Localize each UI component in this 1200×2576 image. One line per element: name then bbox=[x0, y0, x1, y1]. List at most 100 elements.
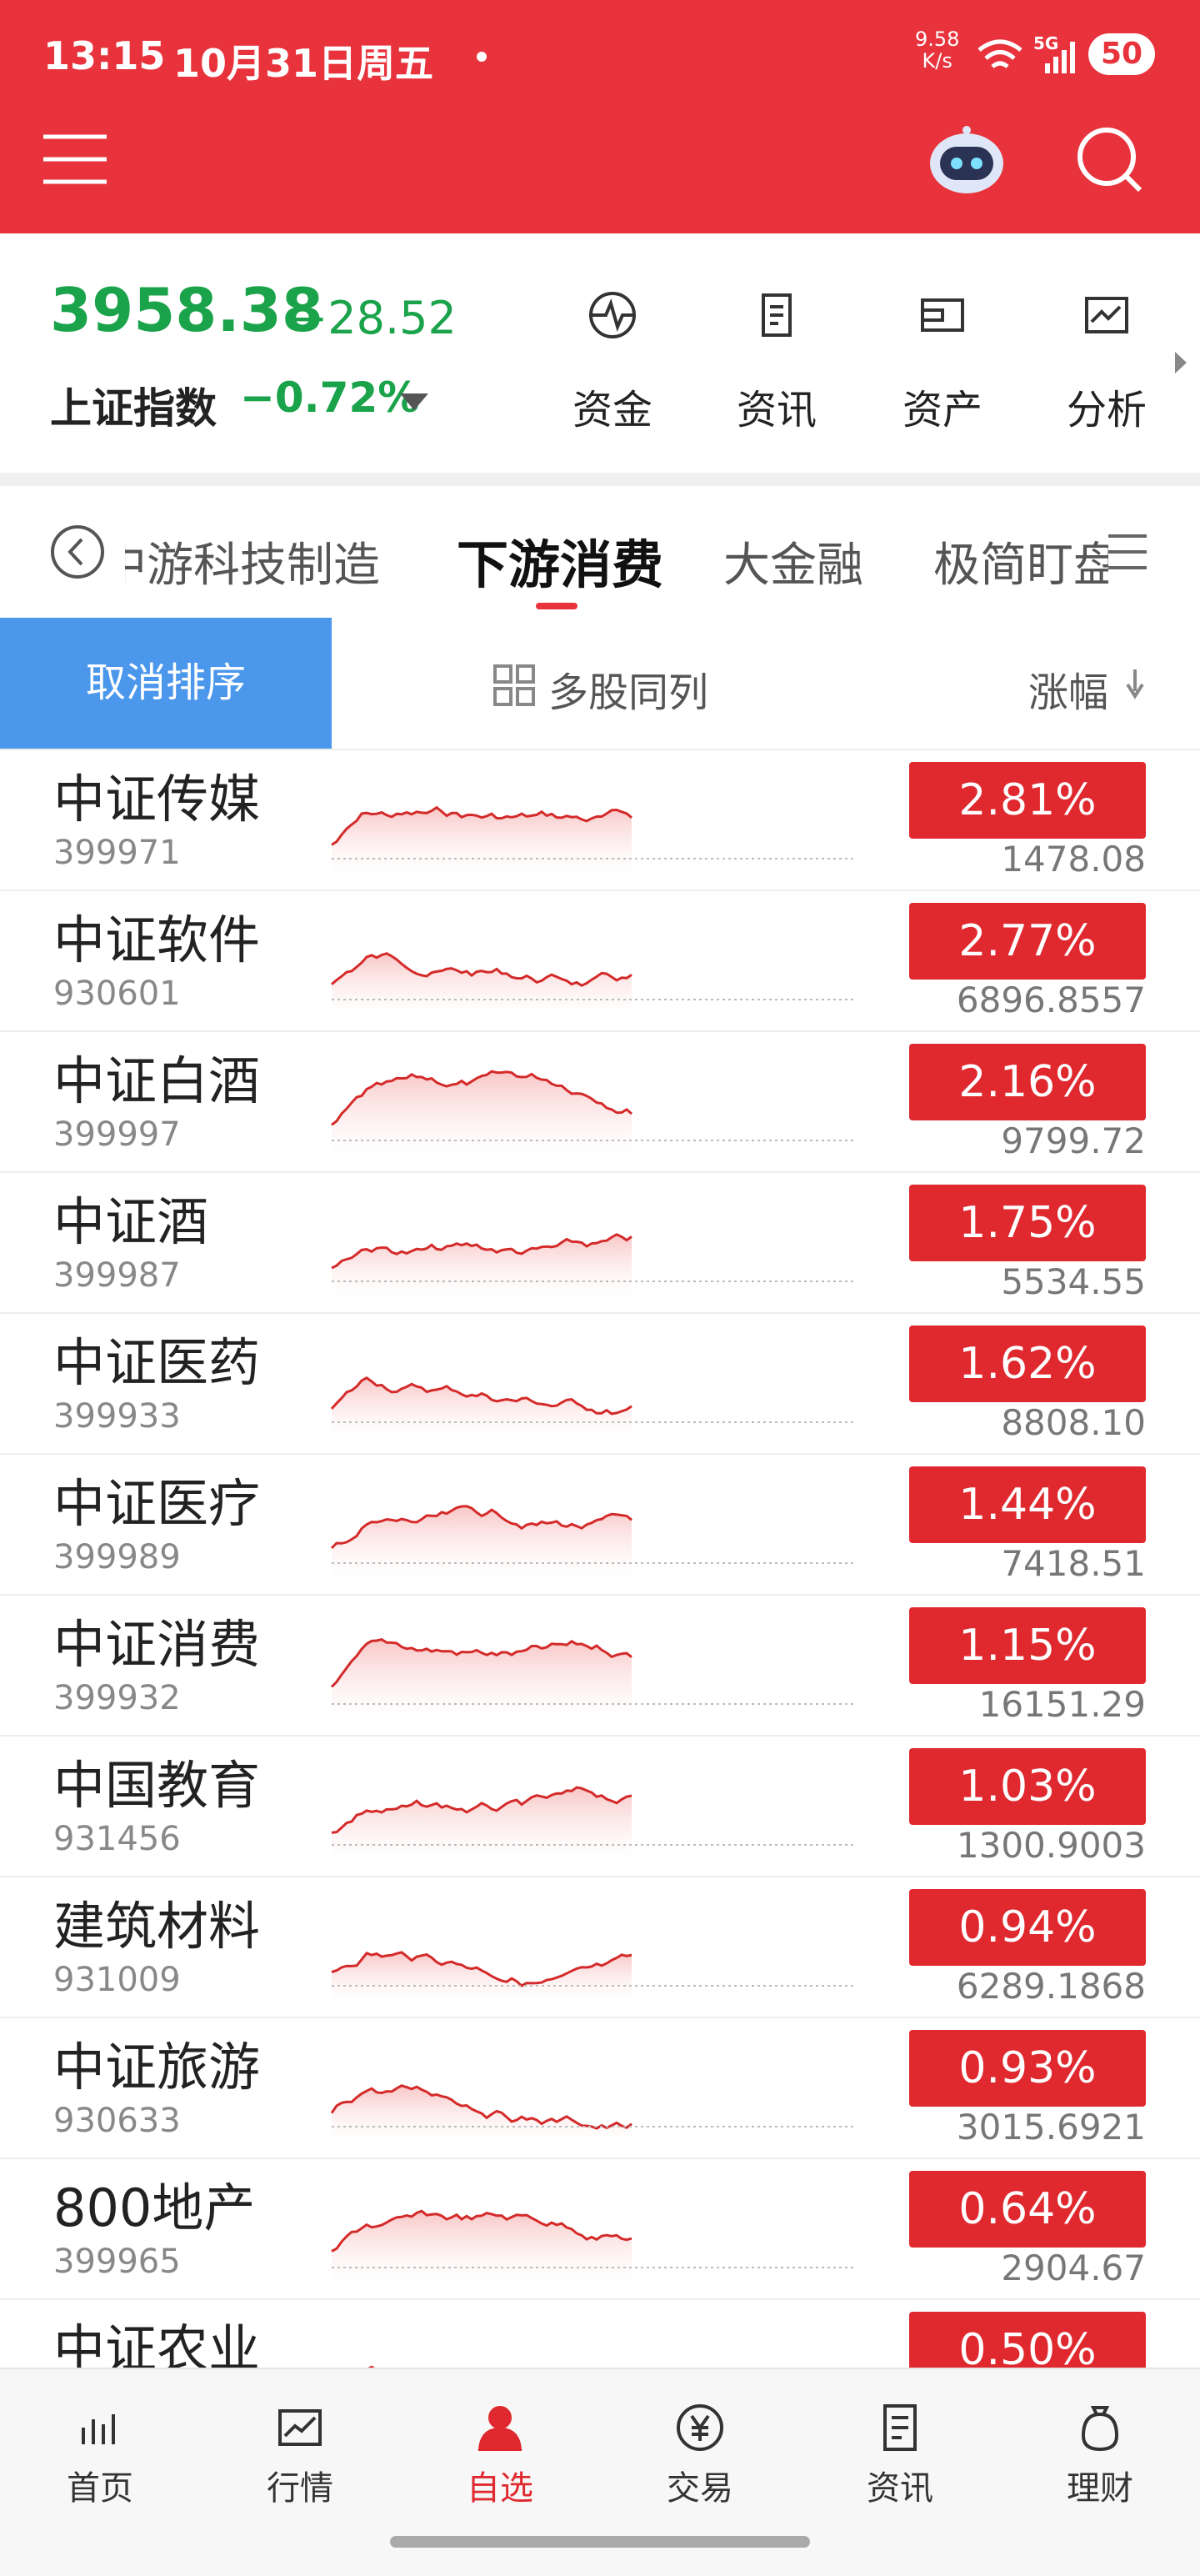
shortcut-label[interactable]: 资金 bbox=[572, 387, 652, 434]
assistant-button[interactable] bbox=[927, 125, 1007, 197]
search-button[interactable] bbox=[1075, 125, 1145, 195]
change-badge: 0.94% bbox=[909, 1889, 1146, 1966]
row-name: 中证传媒 bbox=[53, 769, 261, 829]
sparkline bbox=[331, 1786, 855, 1860]
shortcut-icon[interactable] bbox=[918, 290, 968, 340]
row-price: 9799.72 bbox=[1001, 1120, 1146, 1161]
row-price: 6289.1868 bbox=[956, 1966, 1146, 2007]
row-price: 16151.29 bbox=[978, 1684, 1146, 1725]
row-name: 中证软件 bbox=[53, 910, 261, 970]
list-row[interactable]: 中证农业 0.50% bbox=[0, 2298, 1200, 2368]
shortcut-icon[interactable] bbox=[588, 290, 638, 340]
index-list: 中证传媒 399971 2.81% 1478.08 中证软件 930601 2.77% 689… bbox=[0, 749, 1200, 2368]
row-price: 7418.51 bbox=[1001, 1543, 1146, 1584]
row-price: 8808.10 bbox=[1001, 1402, 1146, 1443]
nav-icon[interactable] bbox=[675, 2403, 725, 2453]
nav-label[interactable]: 资讯 bbox=[867, 2469, 933, 2508]
row-code: 930633 bbox=[53, 2102, 181, 2140]
row-code: 399965 bbox=[53, 2243, 181, 2281]
change-badge: 2.81% bbox=[909, 762, 1146, 839]
sparkline bbox=[331, 805, 855, 874]
list-row[interactable]: 中国教育 931456 1.03% 1300.9003 bbox=[0, 1735, 1200, 1877]
row-price: 3015.6921 bbox=[956, 2107, 1146, 2148]
index-change: −28.52 bbox=[290, 292, 457, 344]
list-row[interactable]: 中证消费 399932 1.15% 16151.29 bbox=[0, 1594, 1200, 1737]
menu-button[interactable] bbox=[43, 133, 107, 185]
shortcut-icon[interactable] bbox=[1082, 290, 1132, 340]
nav-icon[interactable] bbox=[1075, 2403, 1125, 2453]
sort-column[interactable]: 涨幅 bbox=[1028, 669, 1109, 716]
row-price: 1300.9003 bbox=[956, 1825, 1146, 1866]
nav-label[interactable]: 理财 bbox=[1067, 2469, 1133, 2508]
sparkline bbox=[331, 1233, 855, 1296]
row-code: 399971 bbox=[53, 834, 181, 872]
index-change-pct: −0.72% bbox=[240, 373, 420, 422]
nav-label[interactable]: 交易 bbox=[667, 2469, 733, 2508]
list-row[interactable]: 中证医药 399933 1.62% 8808.10 bbox=[0, 1312, 1200, 1455]
shortcut-label[interactable]: 分析 bbox=[1066, 387, 1147, 434]
tab[interactable]: 下游消费 bbox=[457, 534, 664, 595]
list-row[interactable]: 中证白酒 399997 2.16% 9799.72 bbox=[0, 1030, 1200, 1173]
row-name: 800地产 bbox=[53, 2178, 256, 2238]
tab-menu[interactable] bbox=[1108, 533, 1147, 571]
time: 13:15 bbox=[43, 33, 166, 78]
shortcut-icon[interactable] bbox=[752, 290, 802, 340]
sparkline bbox=[331, 1070, 855, 1155]
battery: 50 bbox=[1088, 33, 1155, 75]
header: 13:15 10月31日周五 9.58 K/s 5G 50 bbox=[0, 0, 1200, 233]
shortcut-label[interactable]: 资产 bbox=[902, 387, 982, 434]
tab-scroll: 中游科技制造 下游消费 大金融 极简盯盘 bbox=[125, 486, 1108, 618]
tab[interactable]: 大金融 bbox=[723, 539, 863, 593]
list-row[interactable]: 中证传媒 399971 2.81% 1478.08 bbox=[0, 749, 1200, 891]
more-arrow[interactable] bbox=[1173, 350, 1190, 375]
nav-icon[interactable] bbox=[75, 2403, 125, 2453]
row-code: 931009 bbox=[53, 1961, 181, 1999]
index-name: 上证指数 bbox=[50, 384, 217, 433]
sparkline bbox=[330, 2084, 855, 2142]
change-badge: 2.77% bbox=[909, 903, 1146, 980]
shortcut-label[interactable]: 资讯 bbox=[736, 387, 817, 434]
nav-icon[interactable] bbox=[275, 2403, 325, 2453]
nav-label[interactable]: 行情 bbox=[267, 2469, 333, 2508]
dot bbox=[477, 52, 487, 62]
change-badge: 0.50% bbox=[909, 2312, 1146, 2368]
nav-label[interactable]: 首页 bbox=[67, 2469, 133, 2508]
list-row[interactable]: 中证医疗 399989 1.44% 7418.51 bbox=[0, 1453, 1200, 1596]
cancel-sort-button[interactable]: 取消排序 bbox=[0, 618, 332, 749]
nav-icon[interactable] bbox=[875, 2403, 925, 2453]
signal-icon bbox=[1045, 42, 1075, 73]
row-name: 中证农业 bbox=[53, 2318, 261, 2368]
sparkline bbox=[330, 1637, 855, 1719]
list-row[interactable]: 建筑材料 931009 0.94% 6289.1868 bbox=[0, 1876, 1200, 2018]
dropdown-arrow[interactable] bbox=[400, 393, 428, 412]
row-code: 399989 bbox=[53, 1538, 181, 1576]
row-code: 931456 bbox=[53, 1820, 181, 1858]
tab[interactable]: 极简盯盘 bbox=[933, 539, 1108, 593]
list-row[interactable]: 中证酒 399987 1.75% 5534.55 bbox=[0, 1171, 1200, 1314]
change-badge: 2.16% bbox=[909, 1044, 1146, 1120]
row-code: 399933 bbox=[53, 1397, 181, 1436]
row-code: 399987 bbox=[53, 1256, 181, 1295]
sort-arrow bbox=[1126, 669, 1144, 699]
bottom-nav: 首页 行情 自选 交易 资讯 理财 bbox=[0, 2368, 1200, 2576]
list-row[interactable]: 800地产 399965 0.64% 2904.67 bbox=[0, 2158, 1200, 2300]
grid-icon bbox=[493, 664, 535, 706]
list-row[interactable]: 中证旅游 930633 0.93% 3015.6921 bbox=[0, 2017, 1200, 2159]
nav-label[interactable]: 自选 bbox=[467, 2469, 533, 2508]
index-price: 3958.38 bbox=[50, 275, 323, 345]
change-badge: 1.15% bbox=[909, 1607, 1146, 1684]
row-code: 399932 bbox=[53, 1679, 181, 1717]
nav-icon[interactable] bbox=[475, 2403, 525, 2453]
row-name: 中证医药 bbox=[53, 1332, 261, 1393]
change-badge: 0.93% bbox=[909, 2030, 1146, 2107]
tab-back[interactable] bbox=[50, 524, 105, 579]
date: 10月31日周五 bbox=[173, 41, 434, 86]
list-row[interactable]: 中证软件 930601 2.77% 6896.8557 bbox=[0, 890, 1200, 1032]
row-price: 5534.55 bbox=[1001, 1261, 1146, 1302]
net-speed: 9.58 K/s bbox=[915, 28, 959, 72]
tab[interactable]: 中游科技制造 bbox=[125, 539, 380, 593]
sparkline bbox=[330, 1376, 855, 1437]
tab-bar: 中游科技制造 下游消费 大金融 极简盯盘 bbox=[0, 486, 1200, 619]
multi-list-button[interactable]: 多股同列 bbox=[548, 669, 709, 716]
